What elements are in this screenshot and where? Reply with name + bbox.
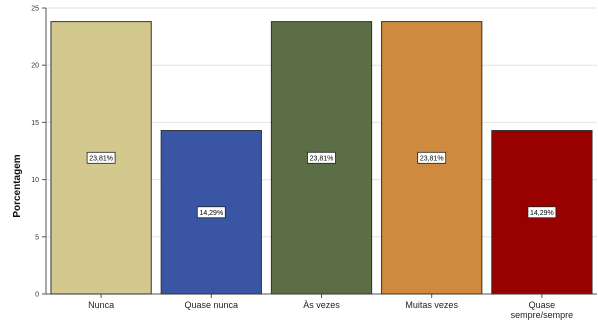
category-label: Quase — [529, 300, 556, 310]
data-label: 23,81% — [310, 155, 334, 162]
category-labels: Nunca Quase nunca Às vezes Muitas vezes Quas… — [88, 300, 573, 320]
data-label: 14,29% — [530, 210, 554, 217]
data-labels: 23,81% 14,29% 23,81% 23,81% 14,29% — [86, 151, 557, 219]
data-label-box — [307, 151, 336, 164]
data-label-box — [527, 206, 557, 219]
data-label: 23,81% — [89, 155, 113, 162]
category-label: Às vezes — [303, 300, 340, 310]
y-tick-label: 10 — [31, 177, 39, 184]
category-label: sempre/sempre — [511, 310, 574, 320]
y-tick-label: 25 — [31, 6, 39, 13]
y-tick-label: 5 — [35, 234, 39, 241]
y-axis-label: Porcentagem — [12, 154, 23, 217]
data-label: 14,29% — [199, 210, 223, 217]
data-label-box — [196, 206, 226, 219]
y-tick-label: 0 — [35, 292, 39, 299]
category-label: Quase nunca — [185, 300, 239, 310]
category-label: Muitas vezes — [405, 300, 458, 310]
y-tick-labels: 0 5 10 15 20 25 — [31, 6, 39, 299]
category-label: Nunca — [88, 300, 114, 310]
y-tick-label: 15 — [31, 120, 39, 127]
y-tick-label: 20 — [31, 63, 39, 70]
data-label: 23,81% — [420, 155, 444, 162]
data-label-box — [86, 151, 116, 164]
data-label-box — [417, 151, 447, 164]
